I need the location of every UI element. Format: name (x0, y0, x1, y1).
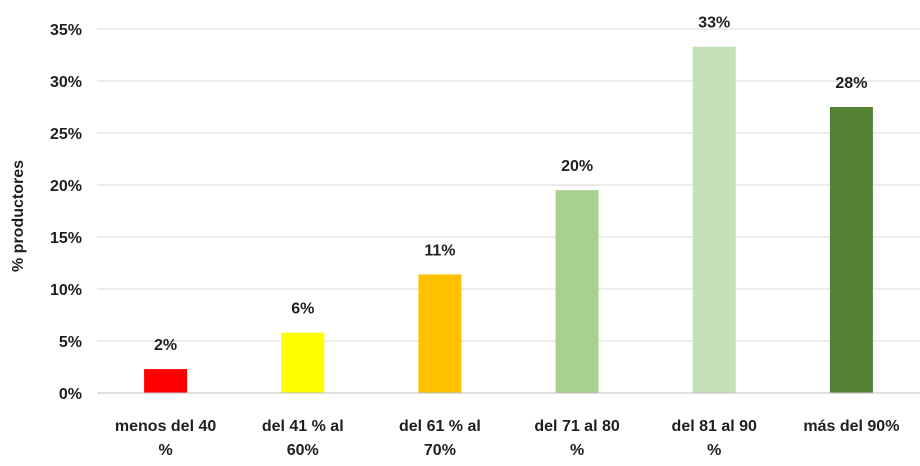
data-label: 28% (835, 75, 867, 92)
y-tick-label: 30% (50, 74, 82, 91)
y-tick-label: 5% (59, 334, 82, 351)
gridlines (97, 28, 920, 342)
data-label: 11% (424, 242, 455, 259)
y-tick-label: 20% (50, 178, 82, 195)
x-tick-label: más del 90% (803, 418, 899, 435)
y-tick-label: 15% (50, 230, 82, 247)
data-labels: 2% 6% 11% 20% 33% 28% (154, 15, 867, 354)
y-tick-label: 35% (50, 22, 82, 39)
x-tick-label: del 81 al 90 (672, 418, 757, 435)
data-label: 20% (561, 158, 593, 175)
data-label: 2% (154, 337, 177, 354)
bar (692, 46, 736, 394)
data-label: 6% (291, 301, 314, 318)
bar (281, 332, 325, 393)
bars (144, 46, 873, 394)
x-tick-label: 60% (287, 442, 319, 459)
x-tick-label: del 41 % al (262, 418, 344, 435)
y-tick-label: 0% (59, 386, 82, 403)
x-tick-label: % (707, 442, 721, 459)
x-tick-label: 70% (424, 442, 456, 459)
y-axis-title: % productores (10, 160, 27, 272)
bar (555, 190, 599, 393)
x-tick-label: % (158, 442, 172, 459)
x-tick-label: del 71 al 80 (534, 418, 619, 435)
y-tick-label: 25% (50, 126, 82, 143)
y-tick-label: 10% (50, 282, 82, 299)
bar (418, 274, 462, 393)
data-label: 33% (698, 15, 730, 32)
axes: 0% 5% 10% 15% 20% 25% 30% 35% menos del 40% del 4… (50, 22, 920, 459)
x-tick-label: % (570, 442, 584, 459)
x-tick-label: menos del 40 (115, 418, 216, 435)
x-tick-label: del 61 % al (399, 418, 481, 435)
bar (144, 369, 188, 393)
bar (829, 107, 873, 393)
